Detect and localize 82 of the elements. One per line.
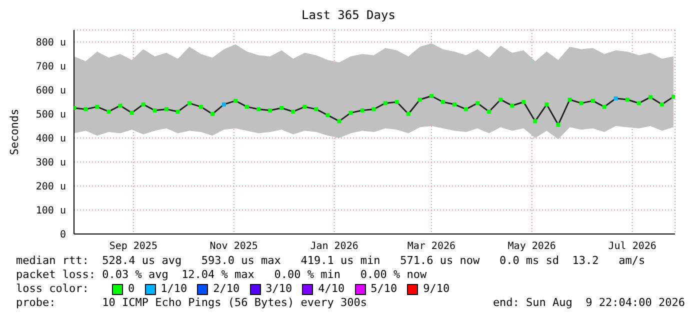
point [84,107,88,112]
y-tick-label: 200 u [36,182,66,193]
point [476,101,480,106]
x-tick-label: May 2026 [508,241,556,252]
point [106,110,111,114]
point [522,100,526,104]
chart-title: Last 365 Days [300,8,396,24]
point [625,98,630,102]
y-tick-label: 100 u [36,206,66,217]
text: end: Sun Aug 9 22:04:00 2026 [492,296,685,310]
point [222,102,226,106]
point [602,104,606,109]
point [233,98,238,103]
point [556,122,560,127]
point [152,108,157,112]
y-axis-title: Seconds [8,108,21,156]
point [95,104,100,109]
point [198,104,203,109]
point [372,107,376,112]
point [464,107,468,112]
point [118,104,122,108]
point [579,101,584,106]
x-tick-label: Mar 2026 [407,241,456,252]
point [141,102,146,106]
x-tick-label: Jul 2026 [608,241,656,252]
legend-label: 9/10 [423,282,450,296]
point [176,110,180,114]
point [280,106,284,110]
point [348,110,353,115]
point [533,119,538,124]
point [268,108,272,112]
point [544,102,549,106]
x-tick-label: Nov 2025 [210,241,258,252]
text: packet loss: 0.03 % avg 12.04 % max 0.00 % min 0.00 % now [16,268,428,282]
point [648,95,652,100]
y-tick-label: 600 u [36,86,66,97]
point [590,98,595,103]
text: probe: 10 ICMP Echo Pings (56 Bytes) every 300s [16,296,367,310]
legend-label: 0 [128,282,135,296]
point [337,119,342,124]
y-tick-label: 800 u [36,38,66,49]
legend-title: loss color: [16,282,90,296]
legend-label: 5/10 [370,282,398,296]
text: median rtt: 528.4 us avg 593.0 us max 419.1 us min 571.6 us now 0.0 ms sd 13.2 am/s [16,254,646,268]
point [487,110,492,114]
point [394,100,399,104]
legend-label: 2/10 [213,282,240,296]
point [210,112,214,116]
point [568,98,572,102]
point [314,107,318,112]
point [302,104,307,109]
point [383,101,388,106]
point [660,102,664,106]
point [452,102,456,106]
point [429,94,434,98]
y-tick-label: 700 u [36,62,66,73]
point [130,110,134,115]
legend-label: 4/10 [318,282,345,296]
point [510,104,514,108]
y-tick-label: 0 [60,230,66,241]
x-tick-label: Jan 2026 [310,241,358,252]
y-tick-label: 500 u [36,110,66,121]
point [326,113,330,118]
point [164,107,168,112]
point [360,108,364,112]
point [256,107,261,112]
point [636,101,641,106]
point [245,104,250,109]
y-tick-label: 400 u [36,134,66,145]
point [187,101,192,106]
point [291,110,296,114]
point [498,98,503,102]
point [418,98,422,102]
y-tick-label: 300 u [36,158,66,169]
point [440,100,445,104]
point [671,94,675,99]
line-series [74,95,674,126]
point [406,112,410,116]
legend-label: 3/10 [266,282,292,296]
point [614,96,618,100]
x-tick-label: Sep 2025 [109,241,158,252]
legend-label: 1/10 [160,282,188,296]
